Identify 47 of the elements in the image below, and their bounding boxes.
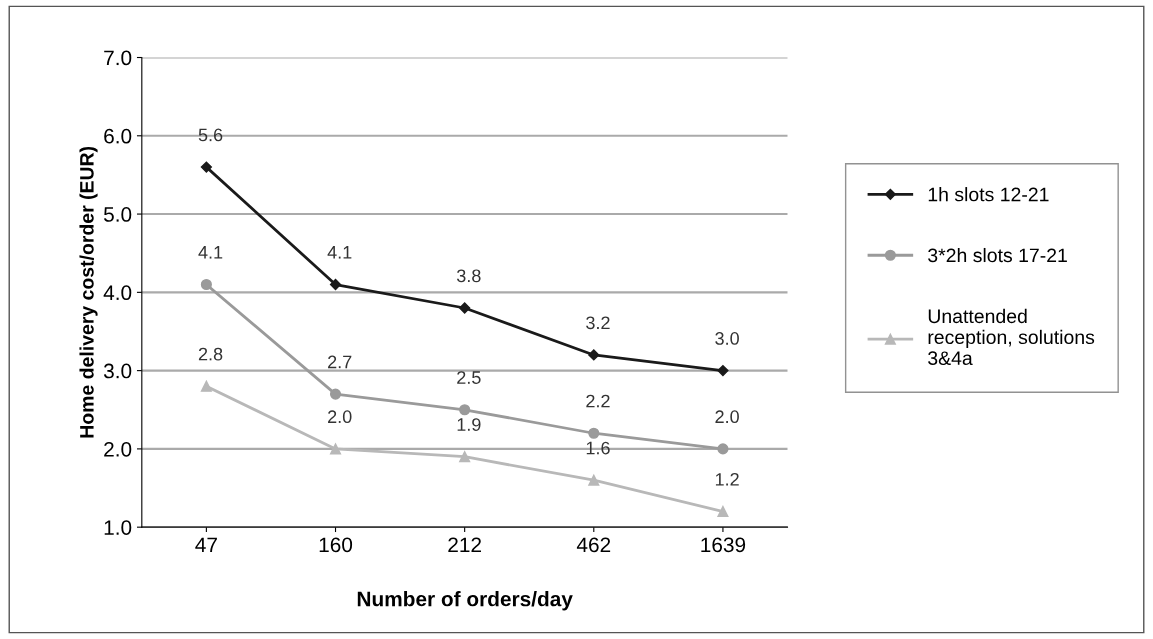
legend-label: 3*2h slots 17-21 bbox=[928, 247, 1067, 263]
point bbox=[588, 349, 600, 361]
y-tick-label: 3.0 bbox=[103, 363, 132, 379]
data-label: 1.2 bbox=[715, 472, 739, 486]
point bbox=[588, 474, 600, 486]
point bbox=[459, 451, 471, 463]
x-tick-label: 462 bbox=[576, 537, 611, 553]
data-label: 2.7 bbox=[328, 355, 352, 369]
x-tick-label: 1639 bbox=[701, 537, 746, 553]
data-label: 3.8 bbox=[456, 269, 481, 283]
point bbox=[200, 278, 212, 291]
y-tick-label: 7.0 bbox=[104, 50, 132, 66]
x-axis-title: Number of orders/day bbox=[357, 591, 573, 611]
y-axis-title: Home delivery cost/order (EUR) bbox=[79, 146, 98, 438]
data-label: 2.2 bbox=[586, 394, 610, 408]
data-label: 3.2 bbox=[586, 316, 610, 330]
y-tick-label: 2.0 bbox=[104, 441, 132, 457]
data-label: 3.0 bbox=[715, 332, 739, 345]
y-tick-label: 1.0 bbox=[104, 520, 132, 535]
point bbox=[588, 427, 600, 439]
point bbox=[717, 365, 729, 377]
y-tick-label: 6.0 bbox=[104, 128, 132, 144]
y-tick-label: 4.0 bbox=[103, 285, 132, 301]
point bbox=[329, 388, 342, 400]
data-label: 2.5 bbox=[457, 371, 481, 384]
data-label: 2.8 bbox=[198, 347, 223, 361]
legend-label: Unattended reception, solutions 3&4a bbox=[928, 308, 1095, 366]
data-label: 2.0 bbox=[715, 410, 739, 424]
y-tick-label: 5.0 bbox=[103, 207, 132, 222]
data-label: 4.1 bbox=[198, 246, 223, 259]
data-label: 2.0 bbox=[328, 410, 352, 424]
x-tick-label: 160 bbox=[319, 537, 353, 553]
point bbox=[459, 302, 471, 314]
point bbox=[717, 443, 729, 455]
point bbox=[717, 505, 729, 518]
point bbox=[329, 443, 342, 455]
point bbox=[459, 404, 471, 416]
point bbox=[200, 380, 212, 392]
data-label: 1.6 bbox=[586, 441, 610, 455]
legend-label: 1h slots 12-21 bbox=[928, 187, 1049, 202]
data-label: 1.9 bbox=[457, 418, 481, 431]
x-tick-label: 47 bbox=[195, 537, 217, 552]
point bbox=[200, 161, 212, 173]
point bbox=[329, 278, 342, 291]
data-label: 4.1 bbox=[327, 246, 352, 259]
x-tick-label: 212 bbox=[448, 537, 481, 552]
data-label: 5.6 bbox=[198, 128, 223, 142]
